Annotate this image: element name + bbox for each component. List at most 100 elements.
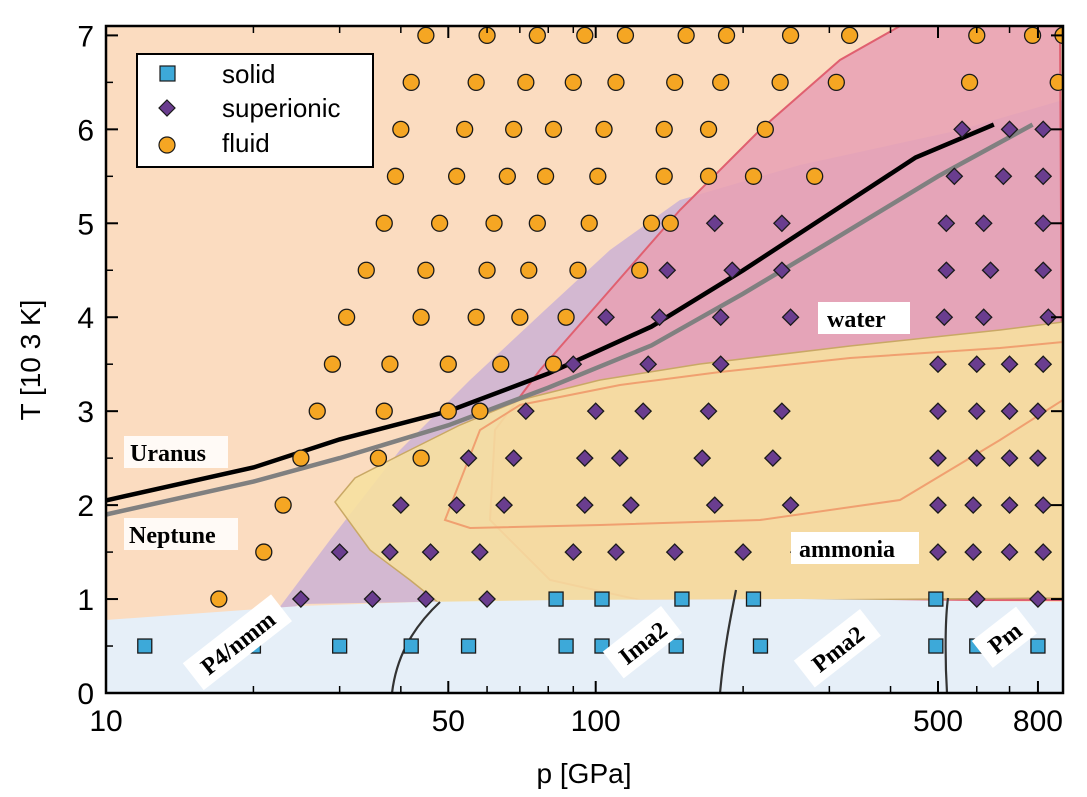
fluid-point	[564, 73, 582, 92]
superionic-point	[586, 402, 605, 421]
y-tick-label: 4	[77, 302, 94, 335]
superionic-point	[564, 543, 583, 562]
pm-label-bg	[971, 606, 1037, 668]
fluid-point	[806, 167, 824, 185]
superionic-point	[607, 543, 625, 562]
fluid-point	[677, 26, 695, 45]
fluid-point	[717, 26, 736, 45]
fluid-point	[308, 402, 326, 420]
fluid-point	[478, 261, 496, 279]
y-tick-label: 1	[77, 584, 94, 617]
fluid-point	[439, 402, 457, 420]
superionic-point	[1000, 496, 1019, 515]
y-axis-title: T [10 3 K]	[15, 300, 46, 421]
fluid-point	[1023, 26, 1042, 45]
fluid-point	[827, 73, 845, 92]
superionic-point	[967, 402, 986, 421]
fluid-point	[655, 120, 673, 138]
superionic-point	[967, 355, 986, 374]
x-tick-label: 50	[432, 705, 465, 738]
neptune-label: Neptune	[129, 523, 216, 549]
fluid-point	[528, 26, 546, 45]
fluid-point	[781, 26, 800, 45]
solid-point	[752, 638, 769, 654]
superionic-point	[1034, 496, 1053, 515]
superionic-point	[929, 543, 947, 562]
fluid-point	[528, 214, 546, 232]
fluid-point	[417, 26, 435, 45]
solid-point	[1030, 638, 1046, 654]
superionic-point	[994, 167, 1013, 186]
fluid-point	[505, 120, 523, 138]
ima2-label-bg	[602, 606, 683, 679]
ammonia-contour	[443, 340, 1063, 530]
fluid-point	[467, 308, 485, 326]
superionic-point	[711, 355, 730, 374]
superionic-point	[1000, 449, 1019, 468]
fluid-point	[544, 120, 563, 138]
superionic-point	[495, 496, 514, 515]
fluid-point	[569, 261, 587, 279]
superionic-point	[291, 590, 310, 608]
fluid-point	[430, 214, 449, 232]
fluid-point	[412, 449, 430, 467]
superionic-point	[459, 449, 478, 468]
uranus-label: Uranus	[130, 441, 206, 467]
solid-point	[928, 638, 944, 654]
fluid-point	[492, 355, 510, 373]
solid-point	[331, 638, 348, 654]
fluid-point	[557, 308, 575, 326]
superionic-point	[974, 214, 993, 233]
fluid-point	[1049, 73, 1063, 92]
ammonia-label-bg	[791, 532, 919, 564]
fluid-point	[576, 26, 594, 45]
superionic-point	[693, 449, 712, 468]
superionic-point	[781, 496, 800, 515]
fluid-point	[771, 73, 789, 92]
fluid-point	[712, 73, 730, 92]
fluid-point	[616, 26, 635, 45]
legend-superionic-marker	[158, 99, 176, 117]
x-tick-label: 100	[571, 705, 621, 738]
solid-point	[137, 638, 153, 654]
superionic-point	[634, 402, 653, 421]
x-tick-label: 500	[913, 705, 963, 738]
superionic-point	[953, 120, 972, 139]
fluid-point	[375, 214, 393, 232]
superionic-point	[1000, 120, 1019, 139]
y-tick-label: 2	[77, 490, 94, 523]
superionic-point	[610, 449, 629, 468]
superionic-point	[575, 449, 594, 468]
superionic-point	[734, 543, 753, 562]
superionic-point	[1034, 543, 1053, 562]
superionic-point	[929, 402, 947, 421]
superionic-point	[967, 449, 986, 468]
planet-labels: Uranus Neptune	[124, 436, 238, 550]
solid-point	[928, 591, 944, 607]
solid-point	[594, 591, 610, 607]
fluid-point	[467, 73, 485, 92]
data-markers	[137, 26, 1063, 654]
superionic-point	[330, 543, 349, 562]
superionic-point	[705, 496, 724, 515]
superionic-point	[470, 543, 489, 562]
superionic-point	[711, 308, 730, 327]
fluid-point	[337, 308, 356, 326]
superionic-point	[705, 214, 724, 233]
superionic-point	[621, 496, 640, 515]
fluid-point	[369, 449, 388, 467]
y-tick-label: 5	[77, 208, 94, 241]
solid-point	[745, 591, 762, 607]
fluid-point	[292, 449, 310, 467]
fluid-point	[517, 73, 535, 92]
solid-point	[558, 638, 574, 654]
legend: solid superionic fluid	[136, 53, 374, 168]
superionic-point	[723, 261, 742, 280]
superionic-point	[929, 355, 947, 374]
superionic-point	[1034, 355, 1053, 374]
water-label-bg	[818, 302, 910, 334]
superionic-point	[772, 261, 791, 280]
superionic-point	[1034, 214, 1053, 233]
fluid-point	[631, 261, 649, 279]
superionic-point	[967, 590, 986, 608]
